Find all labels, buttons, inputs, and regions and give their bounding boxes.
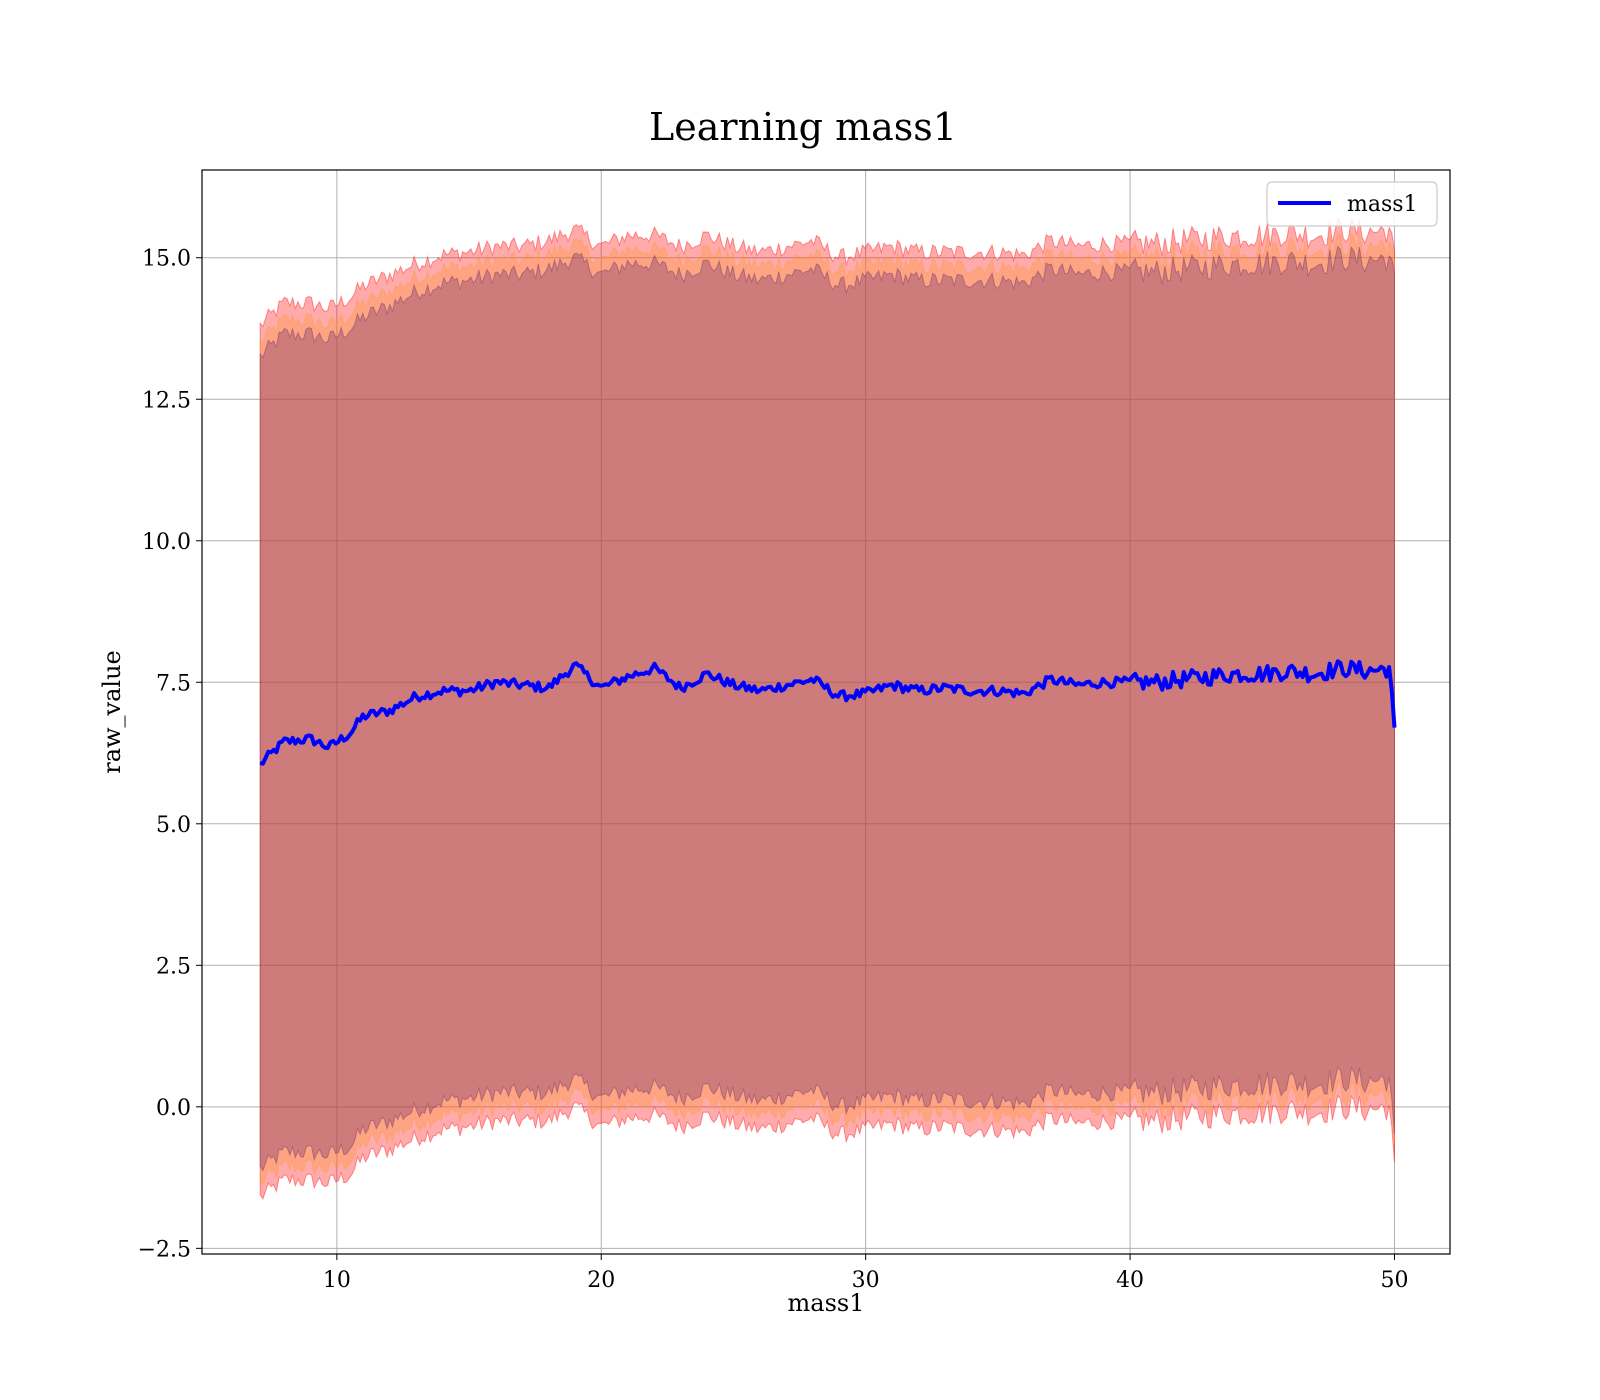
plot-frame <box>201 169 1451 1255</box>
band-2 <box>259 245 1395 1172</box>
y-tick-label-2: 2.5 <box>156 954 191 979</box>
x-axis-label: mass1 <box>788 1289 865 1317</box>
x-tick-label-0: 10 <box>323 1268 351 1293</box>
legend: mass1 <box>1266 181 1438 227</box>
y-tick-label-7: 15.0 <box>142 247 191 272</box>
band-0 <box>259 217 1395 1201</box>
y-tick-label-4: 7.5 <box>156 671 191 696</box>
band-1 <box>259 231 1395 1186</box>
y-axis-label: raw_value <box>98 650 126 774</box>
legend-label: mass1 <box>1347 192 1418 217</box>
y-tick-label-0: −2.5 <box>138 1237 191 1262</box>
y-tick-label-5: 10.0 <box>142 530 191 555</box>
series-line-0 <box>259 659 1397 766</box>
legend-box <box>1266 181 1438 227</box>
y-tick-label-3: 5.0 <box>156 813 191 838</box>
series-lines <box>259 659 1397 766</box>
x-axis-ticks: 10 20 30 40 50 <box>323 1254 1408 1293</box>
x-tick-label-1: 20 <box>587 1268 615 1293</box>
confidence-bands <box>259 217 1395 1201</box>
y-tick-label-6: 12.5 <box>142 388 191 413</box>
x-tick-label-2: 30 <box>852 1268 880 1293</box>
y-tick-label-1: 0.0 <box>156 1096 191 1121</box>
x-tick-label-4: 50 <box>1380 1268 1408 1293</box>
chart-title: Learning mass1 <box>649 105 957 149</box>
y-axis-ticks: −2.5 0.0 2.5 5.0 7.5 10.0 12.5 15.0 <box>138 247 202 1262</box>
x-tick-label-3: 40 <box>1116 1268 1144 1293</box>
